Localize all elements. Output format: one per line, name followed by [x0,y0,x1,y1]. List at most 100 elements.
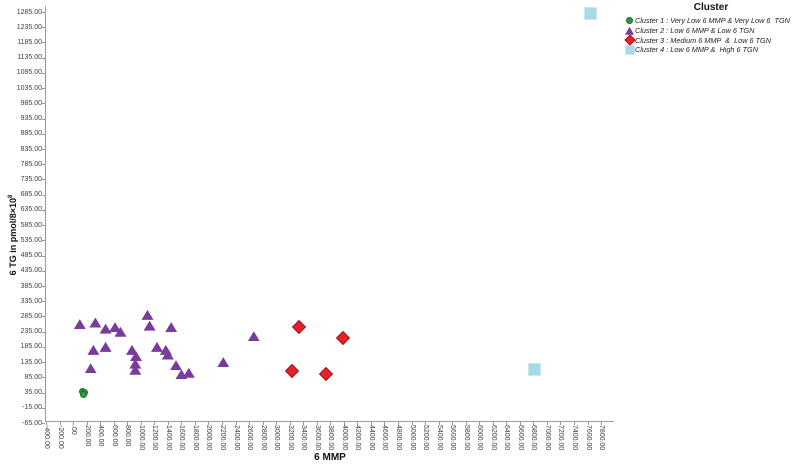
data-point-cluster-2-triangle[interactable] [161,349,174,360]
x-tick-label: 2400.00 [232,425,240,451]
x-tick-label: 1200.00 [151,425,159,451]
y-tick-mark [42,362,45,364]
y-tick-label: 985.00 [20,99,42,107]
x-tick-mark [519,422,521,425]
x-tick-mark [587,422,589,425]
x-tick-mark [167,422,169,425]
legend-entries: Cluster 1 : Very Low 6 MMP & Very Low 6 … [623,16,798,56]
data-point-cluster-3-diamond[interactable] [285,364,300,379]
y-tick-mark [42,42,45,44]
y-axis-title-exponent: 8 [8,194,14,199]
y-tick-mark [42,316,45,318]
y-tick-mark [42,407,45,409]
x-tick-label: 7200.00 [557,425,565,451]
data-point-cluster-2-triangle[interactable] [170,360,182,371]
data-point-cluster-2-triangle[interactable] [73,319,86,330]
data-point-cluster-2-triangle[interactable] [143,320,156,331]
data-point-cluster-3-diamond[interactable] [319,367,334,382]
data-point-cluster-4-square[interactable] [584,7,598,20]
x-tick-label: 800.00 [124,425,132,447]
x-tick-mark [289,422,291,425]
x-tick-mark [573,422,575,425]
x-tick-mark [181,422,183,425]
data-point-cluster-3-diamond[interactable] [336,330,351,345]
x-tick-mark [208,422,210,425]
data-point-cluster-2-triangle[interactable] [87,344,100,355]
data-point-cluster-2-triangle[interactable] [109,322,121,333]
data-point-cluster-2-triangle[interactable] [126,344,138,355]
x-tick-mark [533,422,535,425]
data-point-cluster-2-triangle[interactable] [99,323,112,334]
data-point-cluster-2-triangle[interactable] [151,341,163,352]
legend-square-icon [624,45,635,56]
x-tick-mark [384,422,386,425]
x-tick-mark [438,422,440,425]
legend-circle-icon [624,17,635,25]
data-point-cluster-2-triangle[interactable] [99,341,112,352]
x-tick-label: 2800.00 [259,425,267,451]
legend-entry-label: Cluster 3 : Medium 6 MMP & Low 6 TGN [635,35,771,45]
x-tick-label: 600.00 [110,425,118,447]
x-tick-mark [194,422,196,425]
y-tick-label: 1035.00 [16,84,42,92]
y-tick-label: 385.00 [20,282,42,290]
data-point-cluster-3-diamond[interactable] [292,320,307,335]
data-point-cluster-2-triangle[interactable] [217,357,230,368]
data-point-cluster-2-triangle[interactable] [182,367,195,378]
x-tick-mark [330,422,332,425]
x-tick-mark [140,422,142,425]
x-tick-label: 4800.00 [395,425,402,451]
data-point-cluster-2-triangle[interactable] [129,364,142,375]
y-tick-mark [42,377,45,379]
x-tick-label: 6400.00 [503,425,511,451]
x-tick-label: 1600.00 [178,425,186,451]
x-tick-mark [222,422,223,425]
legend-entry-label: Cluster 1 : Very Low 6 MMP & Very Low 6 … [635,16,790,25]
data-point-cluster-2-triangle[interactable] [247,331,260,342]
data-point-cluster-2-triangle[interactable] [130,351,142,361]
data-point-cluster-1-circle[interactable] [80,391,88,399]
x-tick-mark [560,422,562,425]
x-tick-mark [492,422,494,425]
y-tick-mark [42,331,45,333]
x-tick-label: 6600.00 [516,425,524,451]
legend-entry-cluster-3: Cluster 3 : Medium 6 MMP & Low 6 TGN [623,34,798,47]
x-tick-label: 2600.00 [246,425,253,451]
y-tick-mark [42,133,45,135]
x-tick-mark [303,422,305,425]
y-tick-mark [42,255,45,257]
y-tick-mark [42,392,45,394]
data-point-cluster-2-triangle[interactable] [129,358,142,369]
y-tick-mark [42,209,45,211]
y-tick-mark [42,286,45,287]
data-point-cluster-2-triangle[interactable] [141,309,154,320]
data-point-cluster-4-square[interactable] [528,363,542,377]
data-point-cluster-2-triangle[interactable] [84,363,97,374]
y-tick-label: 785.00 [20,160,42,168]
x-tick-mark [357,422,359,425]
x-tick-mark [113,422,115,425]
x-tick-mark [452,422,454,425]
legend-entry-cluster-2: Cluster 2 : Low 6 MMP & Low 6 TGN [624,26,798,36]
data-point-cluster-2-triangle[interactable] [165,322,178,333]
x-tick-label: 5200.00 [422,425,429,451]
x-tick-mark [316,422,318,425]
data-point-cluster-2-triangle[interactable] [175,369,188,380]
x-tick-label: 1400.00 [164,425,172,451]
y-tick-label: 285.00 [20,312,42,320]
y-tick-label: 1285.00 [16,8,42,16]
x-tick-mark [276,422,278,425]
data-point-cluster-2-triangle[interactable] [114,326,127,337]
data-point-cluster-2-triangle[interactable] [159,344,172,355]
y-tick-label: 1135.00 [17,54,42,62]
y-tick-label: 1085.00 [16,69,42,77]
data-point-cluster-2-triangle[interactable] [89,317,102,328]
x-tick-label: 3800.00 [327,425,335,451]
x-tick-label: -400.00 [43,425,50,449]
y-tick-label: 185.00 [20,343,42,351]
y-tick-label: 835.00 [20,145,42,153]
x-tick-label: 2200.00 [219,425,226,451]
y-tick-mark [42,88,45,90]
legend-entry-cluster-1: Cluster 1 : Very Low 6 MMP & Very Low 6 … [624,16,798,26]
y-tick-mark [42,27,45,29]
